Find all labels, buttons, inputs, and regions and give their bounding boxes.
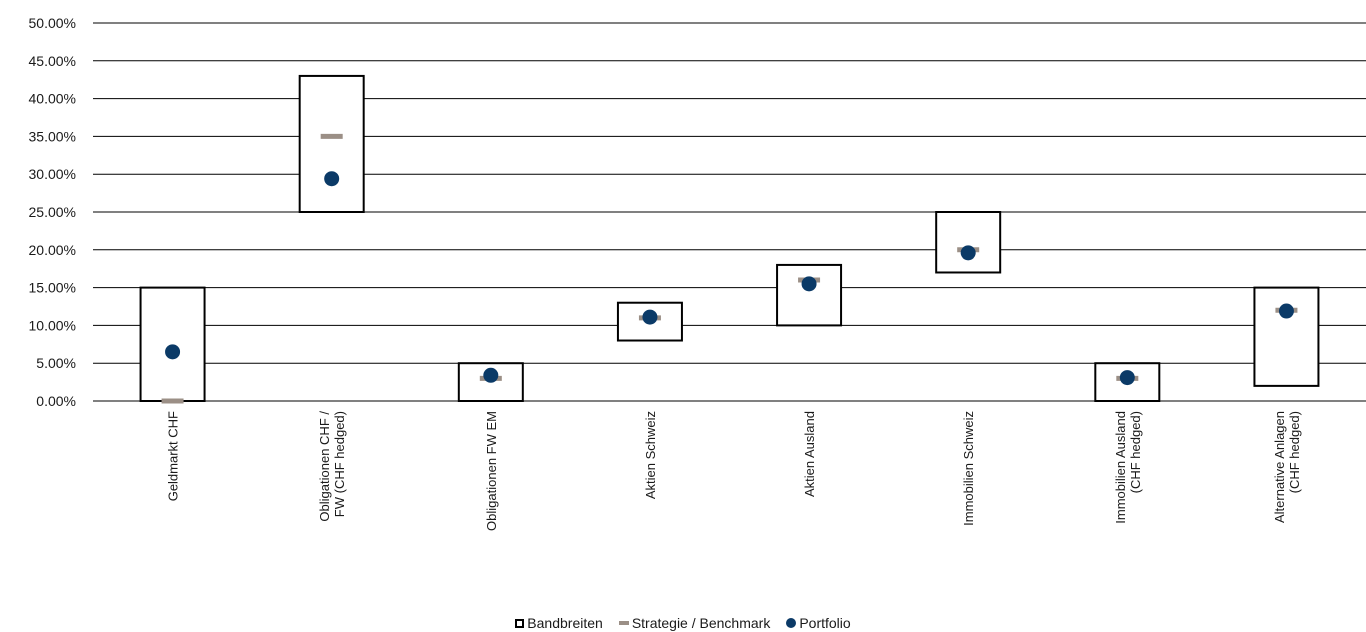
category-label: Aktien Ausland	[802, 411, 817, 497]
y-tick-label: 0.00%	[36, 393, 76, 409]
portfolio-dot	[1119, 370, 1135, 386]
category-label: Alternative Anlagen(CHF hedged)	[1272, 411, 1302, 523]
category-label-line: (CHF hedged)	[1287, 411, 1302, 493]
category-label-line: Immobilien Schweiz	[961, 411, 976, 526]
y-tick-label: 30.00%	[29, 166, 76, 182]
portfolio-dots	[165, 171, 1294, 386]
portfolio-dot	[165, 344, 181, 360]
category-label: Obligationen CHF /FW (CHF hedged)	[317, 411, 347, 522]
legend: Bandbreiten Strategie / Benchmark Portfo…	[0, 614, 1366, 632]
y-tick-label: 15.00%	[29, 280, 76, 296]
category-label-line: (CHF hedged)	[1128, 411, 1143, 493]
category-label: Immobilien Schweiz	[961, 411, 976, 526]
legend-range-label: Bandbreiten	[527, 615, 603, 631]
y-tick-label: 20.00%	[29, 242, 76, 258]
legend-box-icon	[515, 618, 525, 628]
legend-benchmark-label: Strategie / Benchmark	[631, 615, 771, 631]
portfolio-dot	[483, 367, 499, 383]
category-label: Aktien Schweiz	[643, 411, 658, 499]
y-tick-label: 45.00%	[29, 53, 76, 69]
gridlines	[93, 22, 1366, 402]
category-label-line: Obligationen CHF /	[317, 411, 332, 522]
range-box	[776, 263, 843, 327]
category-label-line: FW (CHF hedged)	[332, 411, 347, 517]
category-label-line: Aktien Ausland	[802, 411, 817, 497]
legend-item-benchmark: Strategie / Benchmark	[618, 615, 771, 631]
category-label: Geldmarkt CHF	[166, 411, 181, 501]
category-label: Immobilien Ausland(CHF hedged)	[1113, 411, 1143, 524]
y-tick-label: 25.00%	[29, 204, 76, 220]
portfolio-dot	[801, 276, 817, 292]
range-box	[139, 286, 206, 403]
category-label: Obligationen FW EM	[484, 411, 499, 531]
category-label-line: Geldmarkt CHF	[166, 411, 181, 501]
portfolio-dot	[1278, 303, 1294, 319]
y-tick-label: 50.00%	[29, 15, 76, 31]
portfolio-dot	[642, 309, 658, 325]
y-axis-tick-labels: 0.00% 5.00% 10.00% 15.00% 20.00% 25.00% 30.00%…	[29, 15, 76, 409]
category-label-line: Immobilien Ausland	[1113, 411, 1128, 524]
legend-item-range: Bandbreiten	[515, 615, 603, 631]
range-boxes	[139, 74, 1320, 403]
category-label-line: Obligationen FW EM	[484, 411, 499, 531]
y-tick-label: 10.00%	[29, 317, 76, 333]
legend-dash-icon	[618, 621, 629, 625]
category-labels: Geldmarkt CHF Obligationen CHF /FW (CHF h…	[166, 411, 1302, 531]
range-box	[935, 211, 1002, 274]
allocation-chart: 0.00% 5.00% 10.00% 15.00% 20.00% 25.00% 30.00%…	[29, 15, 1366, 531]
category-label-line: Aktien Schweiz	[643, 411, 658, 499]
legend-portfolio-label: Portfolio	[799, 615, 851, 631]
y-tick-label: 40.00%	[29, 91, 76, 107]
category-label-line: Alternative Anlagen	[1272, 411, 1287, 523]
y-tick-label: 5.00%	[36, 355, 76, 371]
portfolio-dot	[960, 245, 976, 261]
legend-item-portfolio: Portfolio	[786, 615, 851, 631]
legend-dot-icon	[786, 618, 797, 628]
range-box	[298, 74, 365, 213]
portfolio-dot	[324, 171, 340, 187]
range-box	[1253, 286, 1320, 387]
y-tick-label: 35.00%	[29, 128, 76, 144]
